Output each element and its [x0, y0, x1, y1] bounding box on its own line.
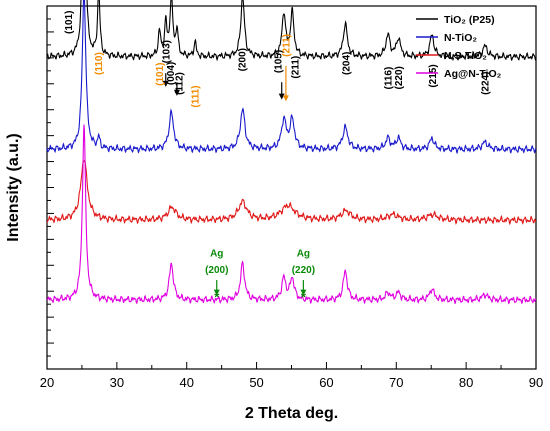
peak-label: (220) — [394, 66, 405, 89]
peak-label: (101) — [64, 11, 75, 34]
peak-label: (110) — [94, 52, 105, 75]
peak-label: (111) — [191, 85, 202, 107]
y-axis-title: Intensity (a.u.) — [5, 133, 22, 241]
peak-label: (103) — [161, 40, 172, 63]
x-tick-label: 60 — [319, 375, 333, 390]
annotation-arrowhead — [162, 80, 169, 87]
axis-ticks — [46, 5, 537, 370]
peak-label: Ag — [210, 248, 223, 259]
x-tick-label: 90 — [529, 375, 543, 390]
peak-label: (215) — [428, 64, 439, 87]
series-line — [46, 159, 537, 226]
legend-label: TiO₂ (P25) — [444, 14, 495, 26]
peak-label: (211) — [290, 56, 301, 79]
legend: TiO₂ (P25) N-TiO₂ N,S-TiO₂ Ag@N-TiO₂ — [416, 14, 502, 80]
peak-label: (211) — [281, 34, 292, 57]
peak-label: (116) — [383, 67, 394, 90]
peak-label: (224) — [481, 72, 492, 95]
x-tick-label: 30 — [110, 375, 124, 390]
annotation-arrowhead — [278, 93, 285, 100]
peak-label: (101) — [155, 63, 166, 86]
x-tick-label: 20 — [40, 375, 54, 390]
legend-label: N-TiO₂ — [444, 32, 477, 44]
series-line — [46, 124, 537, 305]
peak-annotations: (101)(110)(103)(101) (004)(112)(111)(200)… — [64, 11, 491, 305]
peak-label: (204) — [341, 52, 352, 75]
peak-label: (112) — [175, 72, 186, 95]
peak-label: (220) — [292, 265, 315, 276]
annotation-arrowhead — [300, 289, 307, 296]
peak-label: (200) — [237, 48, 248, 71]
x-tick-label: 50 — [249, 375, 263, 390]
legend-label: Ag@N-TiO₂ — [444, 68, 502, 80]
ag-marker: * — [214, 289, 220, 304]
series-line — [46, 0, 537, 155]
annotation-arrowhead — [213, 289, 220, 296]
series-line — [46, 0, 537, 62]
series-lines — [46, 0, 537, 305]
annotation-arrowhead — [282, 95, 289, 102]
x-tick-label: 40 — [179, 375, 193, 390]
ag-marker: * — [301, 289, 307, 304]
x-tick-label: 70 — [389, 375, 403, 390]
x-tick-label: 80 — [459, 375, 473, 390]
x-tick-labels: 20 30 40 50 60 70 80 90 — [40, 375, 543, 390]
peak-label: (004) — [166, 62, 177, 85]
annotation-arrowhead — [173, 89, 180, 96]
peak-label: Ag — [297, 248, 310, 259]
peak-label: (105) — [274, 50, 285, 73]
legend-label: N,S-TiO₂ — [444, 50, 487, 62]
peak-label: (200) — [205, 265, 228, 276]
x-axis-title: 2 Theta deg. — [245, 405, 338, 422]
